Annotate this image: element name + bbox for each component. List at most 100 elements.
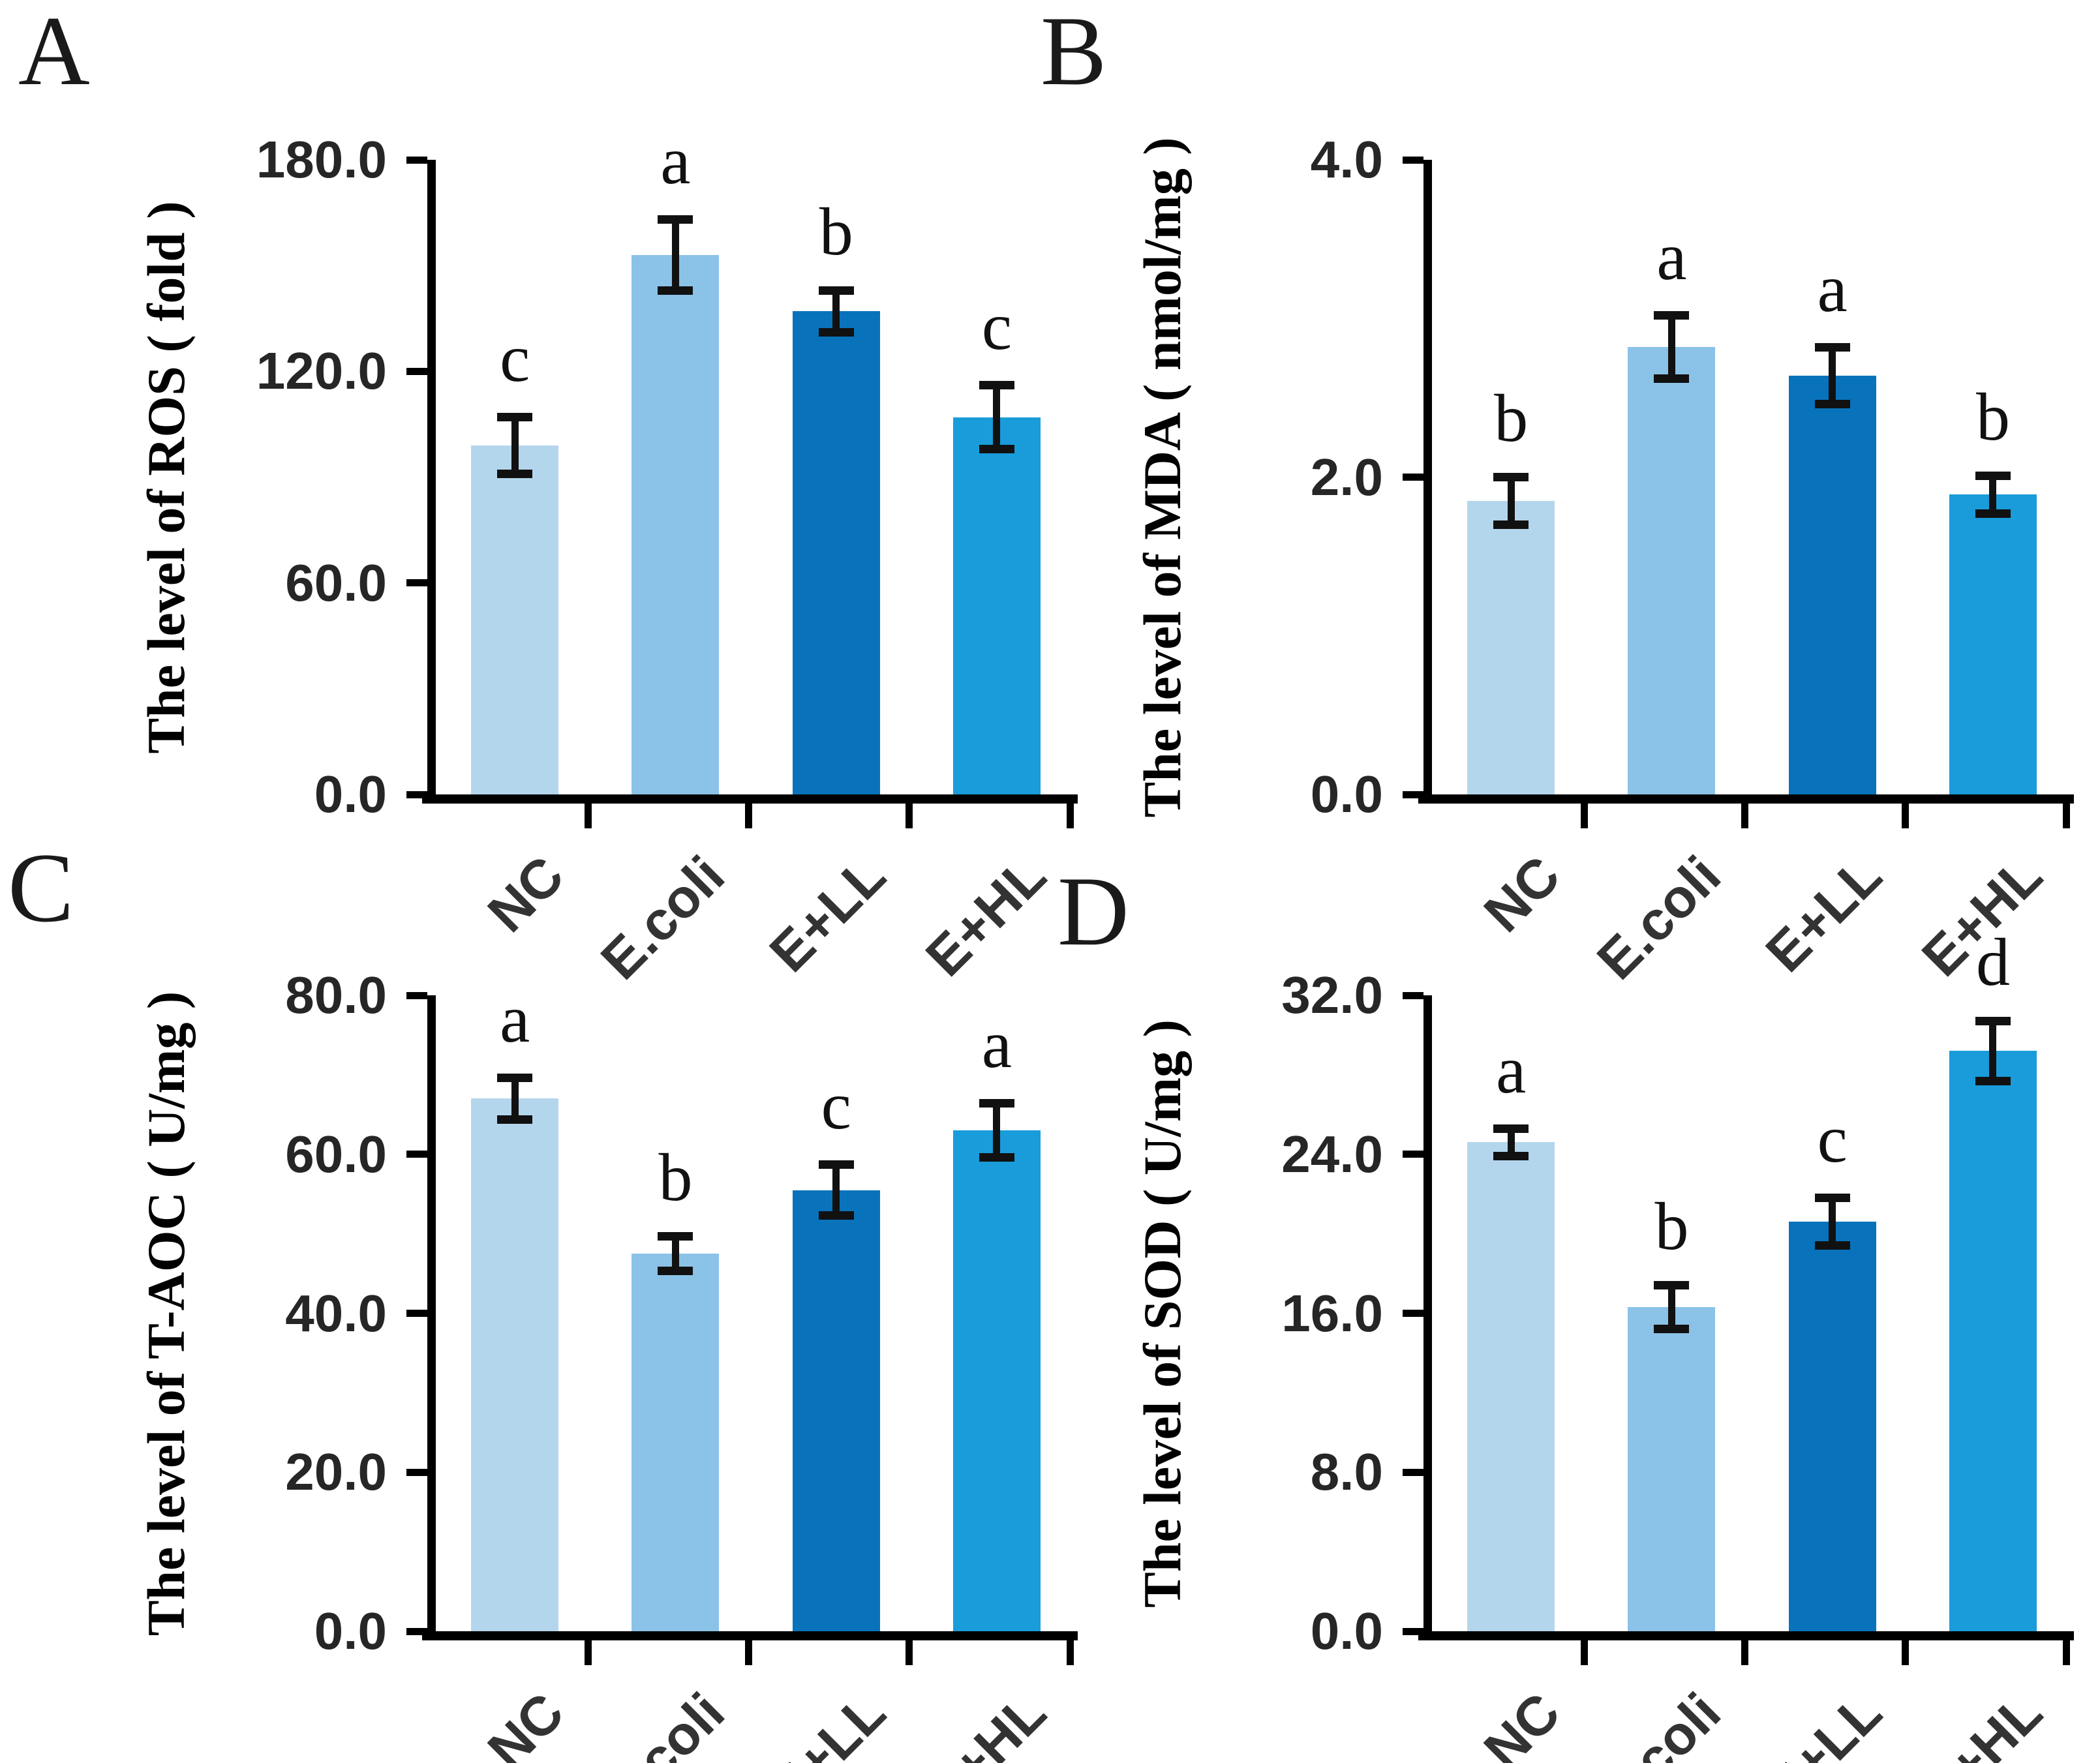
error-bar-cap-top bbox=[1493, 1124, 1529, 1133]
mda-bar-chart: 0.0 2.0 4.0 The level of MDA ( nmol/mg ) b NC… bbox=[1050, 0, 2099, 991]
x-axis-line bbox=[422, 1631, 1078, 1640]
y-axis-tick bbox=[1403, 991, 1423, 999]
y-axis-tick bbox=[1403, 1627, 1423, 1635]
error-bar-cap-bottom bbox=[1814, 400, 1850, 409]
y-axis-tick bbox=[406, 1151, 427, 1158]
error-bar-line bbox=[671, 219, 679, 290]
significance-letter: b bbox=[1654, 1189, 1689, 1265]
y-axis-spine bbox=[427, 995, 436, 1631]
error-bar-line bbox=[1829, 1198, 1836, 1246]
error-bar-cap-top bbox=[818, 1160, 854, 1169]
error-bar-line bbox=[1829, 347, 1836, 404]
error-bar-line bbox=[671, 1236, 679, 1271]
error-bar-cap-top bbox=[1814, 342, 1850, 352]
y-axis-tick bbox=[406, 156, 427, 164]
significance-letter: b bbox=[1975, 379, 2010, 455]
error-bar-cap-bottom bbox=[497, 469, 533, 478]
y-axis-tick bbox=[1403, 474, 1423, 481]
error-bar-cap-bottom bbox=[1814, 1241, 1850, 1250]
error-bar-cap-top bbox=[658, 215, 693, 224]
x-axis-tick bbox=[584, 804, 592, 828]
error-bar-cap-bottom bbox=[1975, 509, 2011, 518]
x-category-label: NC bbox=[476, 1681, 576, 1763]
y-tick-label: 60.0 bbox=[285, 553, 387, 612]
significance-letter: b bbox=[1494, 381, 1529, 456]
bar-E+HL bbox=[952, 417, 1041, 794]
y-tick-label: 4.0 bbox=[1310, 130, 1383, 188]
y-tick-label: 2.0 bbox=[1310, 447, 1383, 506]
significance-letter: a bbox=[1817, 250, 1848, 326]
y-axis-tick bbox=[406, 367, 427, 375]
bar-E+LL bbox=[792, 311, 880, 794]
x-axis-tick bbox=[1066, 804, 1074, 828]
x-axis-line bbox=[1418, 1631, 2074, 1640]
y-axis-tick bbox=[1403, 1310, 1423, 1317]
bar-NC bbox=[471, 1098, 559, 1631]
x-axis-tick bbox=[1066, 1640, 1074, 1665]
y-axis-spine bbox=[427, 160, 436, 794]
panel-letter: A bbox=[18, 0, 90, 106]
y-tick-label: 0.0 bbox=[1310, 765, 1383, 823]
significance-letter: c bbox=[500, 321, 530, 397]
x-axis-tick bbox=[1902, 804, 1910, 828]
y-tick-label: 40.0 bbox=[285, 1284, 387, 1342]
y-tick-label: 0.0 bbox=[314, 1602, 387, 1660]
y-tick-label: 0.0 bbox=[314, 765, 387, 823]
error-bar-cap-top bbox=[1493, 473, 1529, 481]
error-bar-cap-top bbox=[1975, 1017, 2011, 1026]
y-tick-label: 80.0 bbox=[285, 966, 387, 1024]
y-tick-label: 60.0 bbox=[285, 1124, 387, 1183]
y-axis-tick bbox=[406, 991, 427, 999]
error-bar-cap-bottom bbox=[1654, 374, 1690, 384]
y-axis-spine bbox=[1423, 995, 1432, 1631]
x-axis-tick bbox=[2062, 804, 2070, 828]
error-bar-line bbox=[1507, 1128, 1515, 1156]
significance-letter: a bbox=[1656, 218, 1687, 294]
error-bar-line bbox=[511, 1077, 519, 1120]
y-axis-tick bbox=[1403, 1468, 1423, 1476]
error-bar-cap-top bbox=[1654, 1281, 1690, 1290]
x-axis-tick bbox=[1741, 1640, 1748, 1665]
error-bar-cap-top bbox=[1814, 1194, 1850, 1203]
sod-bar-chart: 0.0 8.0 16.0 24.0 32.0 The level of SOD ( U/m… bbox=[1050, 881, 2099, 1763]
y-axis-title: The level of MDA ( nmol/mg ) bbox=[1133, 136, 1192, 818]
taoc-bar-chart: 0.0 20.0 40.0 60.0 80.0 The level of T-AOC ( … bbox=[0, 881, 1078, 1763]
significance-letter: a bbox=[981, 1007, 1012, 1083]
y-axis-tick bbox=[406, 791, 427, 798]
x-axis-tick bbox=[2062, 1640, 2070, 1665]
error-bar-cap-bottom bbox=[658, 286, 693, 295]
bar-E+HL bbox=[952, 1130, 1041, 1631]
bar-E.coli bbox=[1628, 1307, 1716, 1631]
bar-E+LL bbox=[792, 1190, 880, 1631]
x-axis-tick bbox=[1902, 1640, 1910, 1665]
error-bar-cap-bottom bbox=[1975, 1076, 2011, 1085]
bar-NC bbox=[1467, 500, 1555, 794]
bar-E.coli bbox=[1628, 347, 1716, 794]
error-bar-line bbox=[832, 290, 840, 333]
error-bar-cap-top bbox=[979, 381, 1014, 390]
x-axis-tick bbox=[1580, 1640, 1588, 1665]
x-axis-tick bbox=[1741, 804, 1748, 828]
y-tick-label: 120.0 bbox=[256, 342, 387, 400]
x-axis-line bbox=[1418, 794, 2074, 804]
error-bar-cap-top bbox=[818, 286, 854, 295]
error-bar-cap-bottom bbox=[818, 1211, 854, 1220]
y-tick-label: 8.0 bbox=[1310, 1443, 1383, 1501]
error-bar-cap-bottom bbox=[658, 1267, 693, 1276]
error-bar-cap-bottom bbox=[1493, 520, 1529, 529]
significance-letter: c bbox=[1817, 1102, 1848, 1177]
error-bar-line bbox=[1667, 315, 1675, 379]
error-bar-line bbox=[832, 1164, 840, 1216]
error-bar-line bbox=[1989, 1021, 1997, 1081]
panel-letter: D bbox=[1058, 856, 1129, 966]
error-bar-line bbox=[1507, 477, 1515, 525]
error-bar-cap-top bbox=[1975, 471, 2011, 480]
y-tick-label: 16.0 bbox=[1281, 1284, 1383, 1342]
panel-ros-chart: A 0.0 60.0 120.0 180.0 The level of ROS ( fo… bbox=[0, 0, 1078, 991]
significance-letter: c bbox=[981, 289, 1012, 365]
bar-E+LL bbox=[1788, 375, 1876, 794]
x-axis-tick bbox=[584, 1640, 592, 1665]
bar-E+LL bbox=[1788, 1222, 1876, 1631]
bar-E.coli bbox=[632, 1254, 720, 1631]
x-axis-tick bbox=[1580, 804, 1588, 828]
